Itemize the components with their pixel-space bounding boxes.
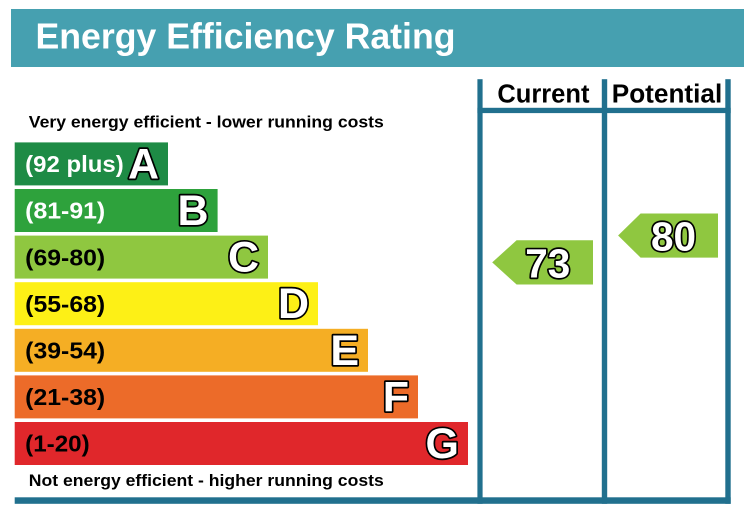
svg-text:73: 73 — [525, 240, 570, 286]
svg-text:(39-54): (39-54) — [25, 338, 105, 364]
svg-text:E: E — [330, 327, 359, 375]
svg-text:G: G — [426, 420, 459, 468]
svg-text:A: A — [128, 140, 159, 188]
svg-text:Current: Current — [497, 81, 590, 109]
svg-text:(92 plus): (92 plus) — [25, 151, 124, 177]
svg-text:(1-20): (1-20) — [25, 431, 90, 457]
svg-text:Energy Efficiency Rating: Energy Efficiency Rating — [36, 16, 456, 57]
svg-text:(21-38): (21-38) — [25, 384, 105, 410]
svg-text:Very energy efficient - lower: Very energy efficient - lower running co… — [29, 113, 384, 132]
svg-text:D: D — [278, 280, 309, 328]
svg-text:Not energy efficient - higher: Not energy efficient - higher running co… — [29, 471, 384, 490]
svg-text:(81-91): (81-91) — [25, 198, 105, 224]
svg-text:Potential: Potential — [612, 81, 723, 109]
svg-text:(69-80): (69-80) — [25, 244, 105, 270]
svg-text:B: B — [178, 187, 209, 235]
svg-text:80: 80 — [651, 214, 696, 260]
svg-text:C: C — [228, 234, 259, 282]
svg-text:F: F — [383, 373, 409, 421]
svg-text:(55-68): (55-68) — [25, 291, 105, 317]
